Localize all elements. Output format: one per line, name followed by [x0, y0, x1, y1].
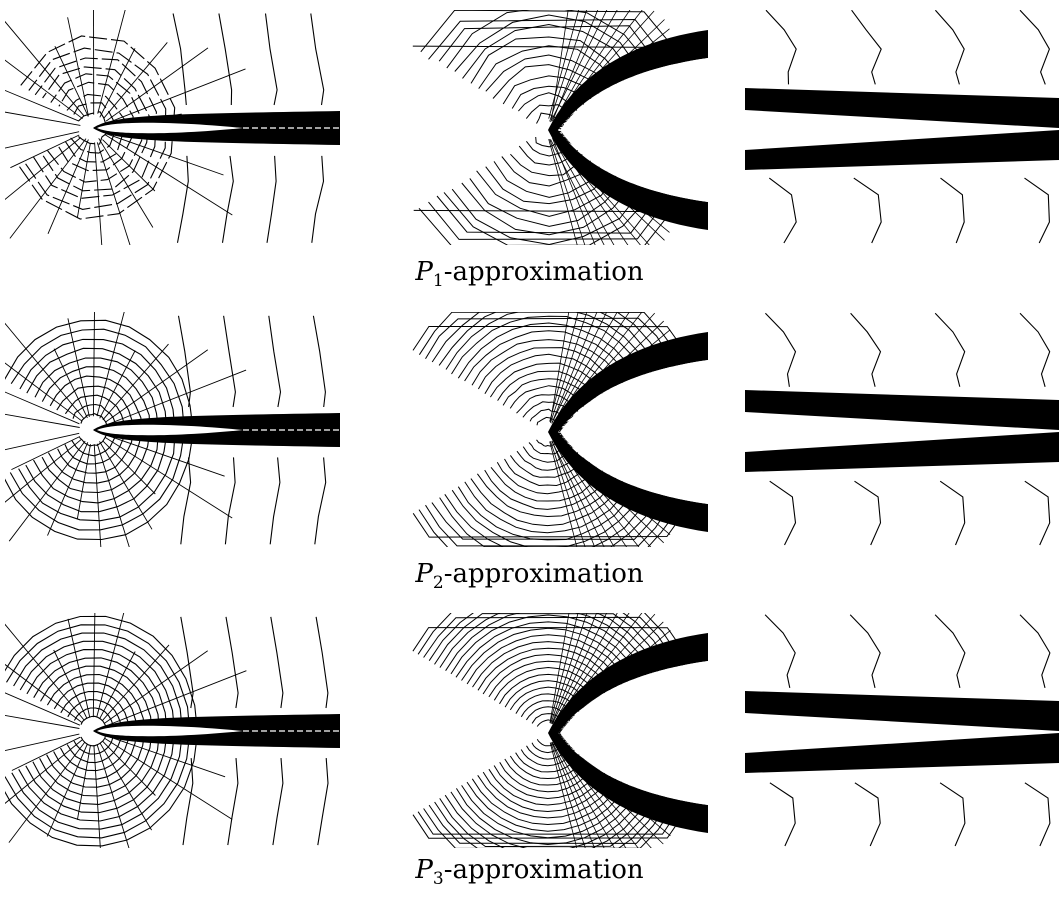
panel-p3-trailing-edge — [745, 613, 1059, 848]
contour-plot — [412, 312, 708, 547]
contour-plot — [5, 613, 340, 848]
panel-p2-leading-edge — [378, 312, 708, 547]
caption-p1: P1-approximation — [415, 257, 644, 291]
panel-p1-leading-edge — [378, 10, 708, 245]
caption-p2: P2-approximation — [415, 559, 644, 593]
panel-p2-trailing-edge — [745, 312, 1059, 547]
contour-plot — [5, 312, 340, 547]
panel-p1-trailing-edge — [745, 10, 1059, 245]
panel-p1-overview — [5, 10, 340, 245]
contour-plot — [412, 613, 708, 848]
panel-p2-overview — [5, 312, 340, 547]
contour-plot — [745, 614, 1059, 847]
contour-plot — [412, 10, 708, 245]
caption-p3: P3-approximation — [415, 855, 644, 889]
panel-p3-overview — [5, 613, 340, 848]
contour-plot — [745, 10, 1059, 244]
contour-plot — [5, 10, 340, 245]
panel-p3-leading-edge — [378, 613, 708, 848]
contour-plot — [745, 312, 1059, 546]
